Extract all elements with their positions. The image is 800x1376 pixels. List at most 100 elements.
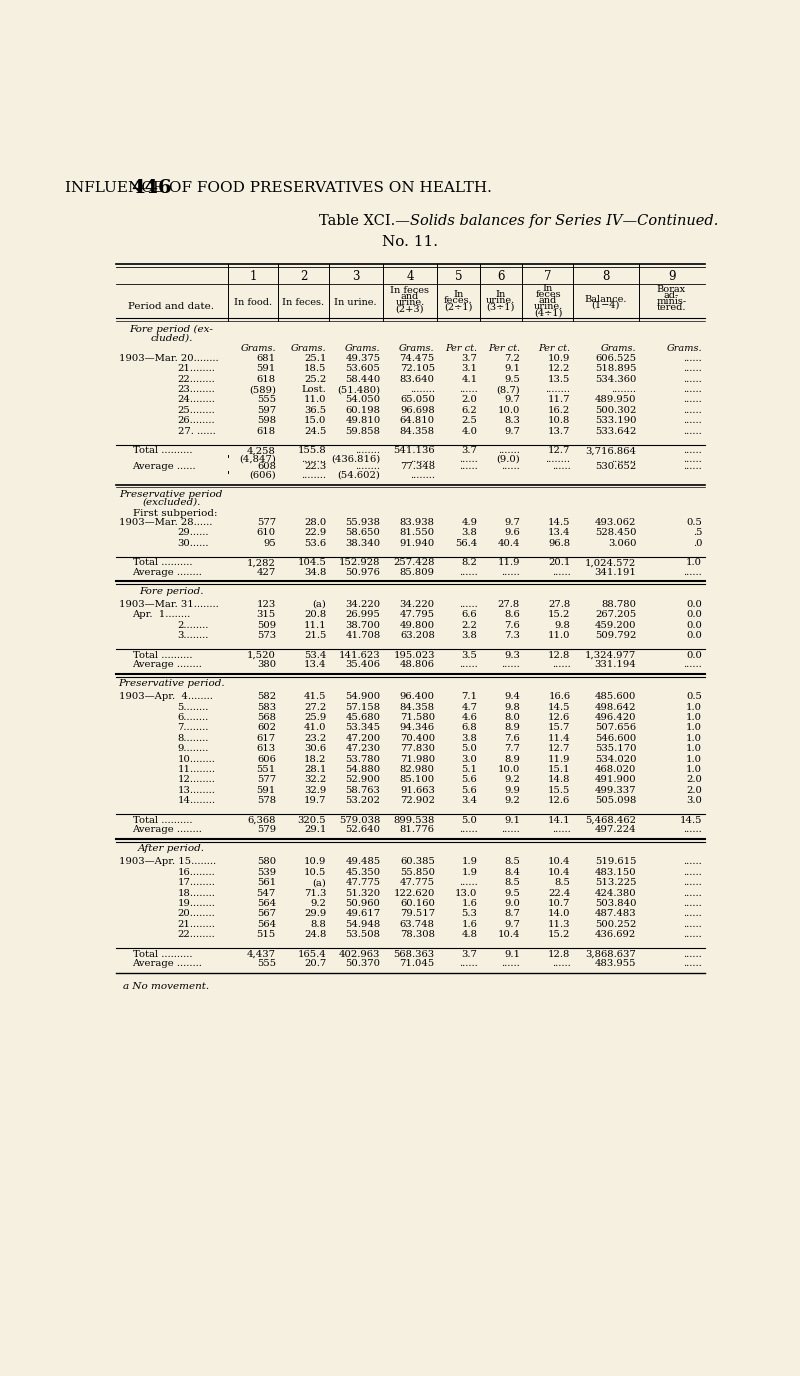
Text: 21........: 21........ (178, 365, 215, 373)
Text: (436.816): (436.816) (331, 454, 381, 464)
Text: 23.2: 23.2 (304, 733, 326, 743)
Text: 9.8: 9.8 (504, 703, 520, 711)
Text: 45.680: 45.680 (346, 713, 381, 722)
Text: 7.6: 7.6 (504, 733, 520, 743)
Text: Per ct.: Per ct. (446, 344, 478, 352)
Text: (589): (589) (249, 385, 276, 394)
Text: 57.158: 57.158 (346, 703, 381, 711)
Text: 50.960: 50.960 (346, 899, 381, 908)
Text: 24........: 24........ (178, 395, 215, 405)
Text: 13.5: 13.5 (548, 374, 570, 384)
Text: Average ........: Average ........ (133, 567, 202, 577)
Text: ......: ...... (683, 910, 702, 918)
Text: ......: ...... (683, 959, 702, 969)
Text: 519.615: 519.615 (594, 857, 636, 867)
Text: 3.4: 3.4 (462, 797, 478, 805)
Text: 2.2: 2.2 (462, 621, 478, 630)
Text: 141.623: 141.623 (339, 651, 381, 659)
Text: 28.0: 28.0 (304, 517, 326, 527)
Text: 18.5: 18.5 (304, 365, 326, 373)
Text: 122.620: 122.620 (394, 889, 435, 897)
Text: 5.6: 5.6 (462, 786, 478, 795)
Text: 8.8: 8.8 (310, 919, 326, 929)
Text: .......: ....... (498, 446, 520, 455)
Text: ........: ........ (410, 385, 435, 394)
Text: Average ........: Average ........ (133, 826, 202, 834)
Text: 530.652: 530.652 (595, 462, 636, 472)
Text: 9.0: 9.0 (504, 899, 520, 908)
Text: 3,868.637: 3,868.637 (586, 949, 636, 959)
Text: 32.9: 32.9 (304, 786, 326, 795)
Text: 84.358: 84.358 (400, 427, 435, 436)
Text: 257.428: 257.428 (394, 559, 435, 567)
Text: 561: 561 (257, 878, 276, 888)
Text: 3.1: 3.1 (462, 365, 478, 373)
Text: 9.9: 9.9 (504, 786, 520, 795)
Text: 331.194: 331.194 (594, 660, 636, 669)
Text: ......: ...... (683, 660, 702, 669)
Text: 3.0: 3.0 (686, 797, 702, 805)
Text: 2.0: 2.0 (462, 395, 478, 405)
Text: ......: ...... (683, 889, 702, 897)
Text: 608: 608 (257, 462, 276, 472)
Text: 24.8: 24.8 (304, 930, 326, 940)
Text: 11.9: 11.9 (498, 559, 520, 567)
Text: 0.0: 0.0 (686, 611, 702, 619)
Text: 1,024.572: 1,024.572 (585, 559, 636, 567)
Text: 459.200: 459.200 (594, 621, 636, 630)
Text: 3.8: 3.8 (462, 632, 478, 640)
Text: 539: 539 (257, 868, 276, 877)
Text: ........: ........ (611, 385, 636, 394)
Text: 3.7: 3.7 (462, 354, 478, 363)
Text: 96.698: 96.698 (400, 406, 435, 416)
Text: 681: 681 (257, 354, 276, 363)
Text: Total ..........: Total .......... (133, 559, 192, 567)
Text: 7.2: 7.2 (504, 354, 520, 363)
Text: 1.0: 1.0 (686, 733, 702, 743)
Text: 29.1: 29.1 (304, 826, 326, 834)
Text: 9: 9 (668, 270, 675, 283)
Text: 533.642: 533.642 (595, 427, 636, 436)
Text: 25.2: 25.2 (304, 374, 326, 384)
Text: minis-: minis- (656, 297, 686, 305)
Text: 11.0: 11.0 (548, 632, 570, 640)
Text: 34.8: 34.8 (304, 567, 326, 577)
Text: Grams.: Grams. (290, 344, 326, 352)
Text: 15.7: 15.7 (548, 724, 570, 732)
Text: 9.1: 9.1 (504, 816, 520, 824)
Text: 4.7: 4.7 (462, 703, 478, 711)
Text: 20.8: 20.8 (304, 611, 326, 619)
Text: ......: ...... (683, 446, 702, 455)
Text: ......: ...... (552, 660, 570, 669)
Text: 500.302: 500.302 (595, 406, 636, 416)
Text: ......: ...... (683, 454, 702, 464)
Text: ........: ........ (611, 454, 636, 464)
Text: In feces: In feces (390, 286, 430, 294)
Text: 10.5: 10.5 (304, 868, 326, 877)
Text: 22.4: 22.4 (548, 889, 570, 897)
Text: 1.0: 1.0 (686, 744, 702, 753)
Text: 610: 610 (257, 528, 276, 537)
Text: In urine.: In urine. (334, 299, 377, 307)
Text: (3÷1): (3÷1) (486, 303, 515, 311)
Text: ......: ...... (683, 395, 702, 405)
Text: 47.200: 47.200 (346, 733, 381, 743)
Text: ......: ...... (458, 600, 478, 610)
Text: 564: 564 (257, 899, 276, 908)
Text: 70.400: 70.400 (400, 733, 435, 743)
Text: Grams.: Grams. (601, 344, 636, 352)
Text: 3.7: 3.7 (462, 949, 478, 959)
Text: Total ..........: Total .......... (133, 949, 192, 959)
Text: 1.0: 1.0 (686, 724, 702, 732)
Text: 493.062: 493.062 (595, 517, 636, 527)
Text: ......: ...... (458, 660, 478, 669)
Text: 534.020: 534.020 (594, 754, 636, 764)
Text: 15.0: 15.0 (304, 417, 326, 425)
Text: Per ct.: Per ct. (538, 344, 570, 352)
Text: 402.963: 402.963 (339, 949, 381, 959)
Text: 598: 598 (257, 417, 276, 425)
Text: 60.198: 60.198 (346, 406, 381, 416)
Text: 1.0: 1.0 (686, 559, 702, 567)
Text: 10.9: 10.9 (304, 857, 326, 867)
Text: ......: ...... (683, 878, 702, 888)
